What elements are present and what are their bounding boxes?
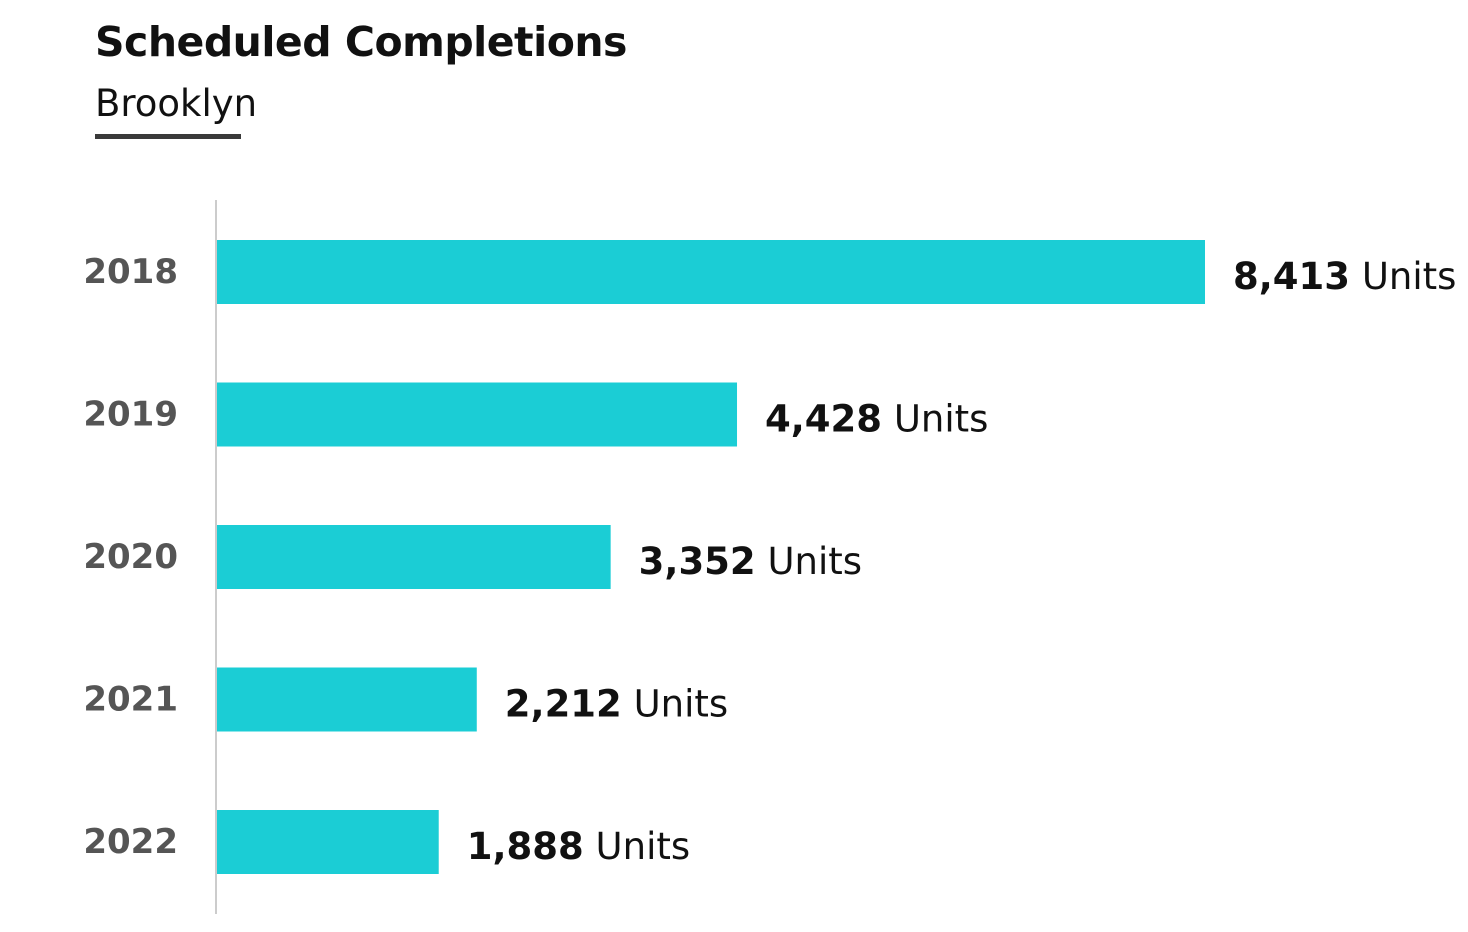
value-number-2022: 1,888	[467, 825, 584, 868]
value-number-2018: 8,413	[1233, 255, 1350, 298]
category-label-2021: 2021	[83, 680, 178, 720]
value-label-2021: 2,212 Units	[505, 682, 728, 725]
value-unit-2019: Units	[894, 397, 989, 440]
bar-2021	[217, 667, 477, 732]
value-unit-2022: Units	[596, 825, 691, 868]
bar-2019	[217, 382, 738, 447]
bar-2018	[217, 240, 1205, 304]
bars-group	[217, 240, 1205, 874]
value-label-2022: 1,888 Units	[467, 825, 690, 868]
value-unit-2020: Units	[767, 540, 862, 583]
category-label-2019: 2019	[83, 395, 178, 435]
bar-2020	[217, 525, 611, 589]
chart-subtitle: Brooklyn	[95, 82, 258, 125]
value-number-2021: 2,212	[505, 682, 622, 725]
category-label-2022: 2022	[83, 822, 178, 862]
value-unit-2021: Units	[634, 682, 729, 725]
value-label-2019: 4,428 Units	[765, 397, 988, 440]
category-labels-group: 2018 2019 2020 2021 2022	[83, 252, 178, 862]
value-label-2018: 8,413 Units	[1233, 255, 1456, 298]
category-label-2020: 2020	[83, 537, 178, 577]
category-label-2018: 2018	[83, 252, 178, 292]
value-label-2020: 3,352 Units	[639, 540, 862, 583]
chart-title: Scheduled Completions	[95, 18, 627, 66]
value-unit-2018: Units	[1362, 255, 1457, 298]
subtitle-underline	[95, 134, 241, 139]
value-number-2019: 4,428	[765, 397, 882, 440]
bar-2022	[217, 810, 439, 874]
value-number-2020: 3,352	[639, 540, 756, 583]
